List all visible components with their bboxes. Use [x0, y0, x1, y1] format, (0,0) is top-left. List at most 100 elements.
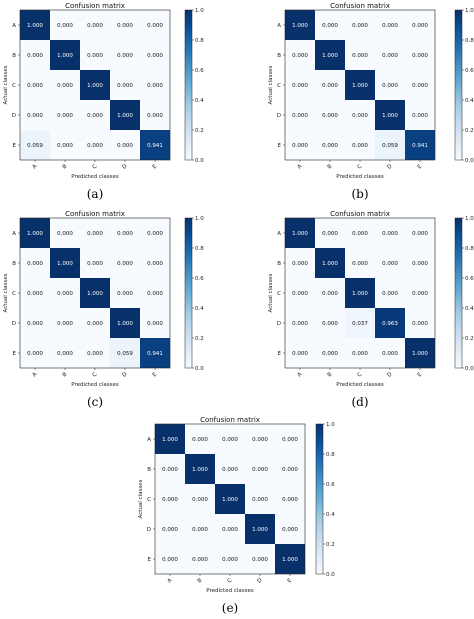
cell-value-label: 0.000	[382, 53, 398, 59]
cell-value-label: 0.000	[412, 113, 428, 119]
heatmap-cell	[20, 338, 50, 368]
cell-value-label: 0.000	[382, 351, 398, 357]
x-tick-label: E	[152, 371, 159, 378]
cell-value-label: 1.000	[412, 351, 428, 357]
colorbar-tick-label: 0.4	[326, 512, 335, 518]
cell-value-label: 0.000	[352, 143, 368, 149]
heatmap-cell	[285, 10, 315, 40]
colorbar-tick-label: 0.0	[326, 572, 335, 578]
x-axis-label: Predicted classes	[336, 382, 384, 388]
cell-value-label: 0.000	[57, 321, 73, 327]
heatmap-cell	[405, 70, 435, 100]
heatmap-cell	[215, 454, 245, 484]
y-tick-label: A	[277, 231, 281, 237]
heatmap-cell	[285, 338, 315, 368]
heatmap-cell	[110, 248, 140, 278]
panel-caption: (d)	[351, 395, 368, 409]
heatmap-cell	[20, 248, 50, 278]
cell-value-label: 0.000	[192, 497, 208, 503]
cell-value-label: 0.000	[412, 83, 428, 89]
x-tick-label: D	[121, 163, 128, 170]
cell-value-label: 0.000	[222, 527, 238, 533]
cell-value-label: 0.000	[352, 113, 368, 119]
heatmap-cell	[110, 40, 140, 70]
heatmap-cell	[185, 544, 215, 574]
cell-value-label: 0.000	[252, 437, 268, 443]
cell-value-label: 0.000	[322, 321, 338, 327]
colorbar-tick-label: 0.2	[465, 336, 474, 342]
heatmap-cell	[275, 454, 305, 484]
x-tick-label: A	[167, 577, 174, 584]
y-tick-label: D	[12, 113, 16, 119]
y-tick-label: C	[277, 291, 281, 297]
cell-value-label: 0.000	[222, 557, 238, 563]
cell-value-label: 0.000	[322, 83, 338, 89]
cell-value-label: 0.000	[412, 53, 428, 59]
heatmap-cell	[375, 40, 405, 70]
cell-value-label: 0.000	[117, 143, 133, 149]
colorbar-tick-label: 0.8	[195, 246, 204, 252]
heatmap-cell	[185, 514, 215, 544]
cell-value-label: 0.000	[322, 351, 338, 357]
heatmap-cell	[50, 338, 80, 368]
y-tick-label: B	[12, 53, 16, 59]
x-tick-label: D	[256, 577, 263, 584]
cell-value-label: 0.000	[57, 351, 73, 357]
x-axis-label: Predicted classes	[206, 588, 254, 594]
cell-value-label: 1.000	[117, 321, 133, 327]
x-tick-label: A	[297, 371, 304, 378]
cell-value-label: 0.000	[162, 497, 178, 503]
heatmap-cell	[20, 10, 50, 40]
x-tick-label: B	[62, 371, 69, 378]
heatmap-cell	[375, 218, 405, 248]
cell-value-label: 0.000	[322, 231, 338, 237]
panel-caption: (b)	[351, 187, 368, 201]
y-tick-label: E	[13, 143, 17, 149]
cell-value-label: 0.000	[147, 53, 163, 59]
heatmap-cell	[405, 248, 435, 278]
heatmap-cell	[245, 514, 275, 544]
heatmap-cell	[315, 70, 345, 100]
panel-caption: (a)	[87, 187, 104, 201]
cell-value-label: 0.000	[147, 261, 163, 267]
colorbar-tick-label: 0.6	[195, 68, 204, 74]
cell-value-label: 0.000	[382, 291, 398, 297]
heatmap-cell	[80, 248, 110, 278]
y-tick-label: B	[277, 261, 281, 267]
heatmap-cell	[315, 40, 345, 70]
colorbar	[454, 217, 463, 369]
cell-value-label: 0.000	[282, 437, 298, 443]
colorbar-tick-label: 0.4	[195, 98, 204, 104]
heatmap-cell	[20, 100, 50, 130]
heatmap-cell	[345, 100, 375, 130]
heatmap-cell	[345, 40, 375, 70]
heatmap-cell	[345, 278, 375, 308]
cell-value-label: 0.000	[117, 23, 133, 29]
heatmap-cell	[285, 248, 315, 278]
y-tick-label: E	[278, 351, 282, 357]
heatmap-cell	[405, 100, 435, 130]
cell-value-label: 0.000	[412, 291, 428, 297]
heatmap-cell	[215, 484, 245, 514]
cell-value-label: 1.000	[352, 83, 368, 89]
heatmap-cell	[50, 218, 80, 248]
heatmap-cell	[315, 308, 345, 338]
heatmap-cell	[80, 40, 110, 70]
heatmap-cell	[80, 70, 110, 100]
y-tick-label: C	[12, 83, 16, 89]
cell-value-label: 0.000	[117, 83, 133, 89]
colorbar-tick-label: 1.0	[465, 8, 474, 14]
heatmap-cell	[140, 278, 170, 308]
cell-value-label: 0.000	[147, 321, 163, 327]
heatmap-cell	[275, 424, 305, 454]
heatmap-cell	[405, 278, 435, 308]
heatmap-cell	[50, 248, 80, 278]
heatmap-cell	[285, 40, 315, 70]
heatmap-cell	[80, 100, 110, 130]
y-tick-label: D	[147, 527, 151, 533]
heatmap-cell	[315, 130, 345, 160]
heatmap-cell	[110, 10, 140, 40]
x-tick-label: E	[152, 163, 159, 170]
heatmap-cell	[110, 100, 140, 130]
